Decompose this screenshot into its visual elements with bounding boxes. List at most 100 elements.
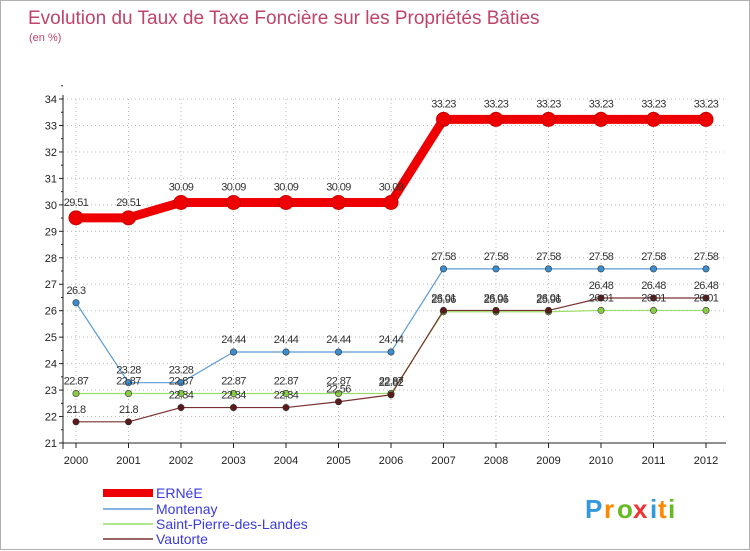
data-label: 22.56 (326, 384, 351, 396)
logo-letter: o (617, 494, 633, 524)
logo-letter: i (650, 494, 657, 524)
data-label: 30.09 (274, 181, 299, 193)
data-point (387, 391, 395, 399)
chart-title: Evolution du Taux de Taxe Foncière sur l… (28, 8, 540, 29)
data-point (230, 390, 238, 398)
data-point (282, 348, 290, 356)
y-tick-label: 23 (45, 385, 57, 397)
legend-label: Saint-Pierre-des-Landes (156, 516, 308, 532)
data-label: 27.58 (694, 251, 719, 263)
data-label: 26.01 (536, 292, 561, 304)
data-label: 26.48 (641, 280, 666, 292)
x-tick-label: 2001 (116, 455, 140, 467)
data-point (177, 379, 185, 387)
y-tick-label: 29 (45, 226, 57, 238)
data-point (334, 348, 342, 356)
data-label: 30.09 (221, 181, 246, 193)
axes: 21 22 23 24 25 26 27 28 29 30 31 32 33 34 2000 2001 2002… (45, 85, 726, 467)
data-label: 29.51 (64, 197, 89, 209)
data-label: 25.96 (484, 294, 509, 306)
data-label: 27.58 (589, 251, 614, 263)
x-tick-label: 2000 (64, 455, 88, 467)
data-point (436, 111, 451, 127)
logo-letter: P (585, 494, 602, 524)
x-tick-label: 2002 (169, 455, 193, 467)
data-label: 22.87 (274, 376, 299, 388)
y-tick-label: 21 (45, 438, 57, 450)
data-point (492, 265, 500, 273)
data-label: 27.58 (536, 251, 561, 263)
data-label: 30.09 (326, 181, 351, 193)
data-label: 27.58 (431, 251, 456, 263)
data-point (597, 294, 605, 302)
legend-label: Montenay (156, 501, 217, 517)
data-label: 23.28 (116, 365, 141, 377)
data-label: 24.44 (274, 334, 299, 346)
data-label: 26.48 (589, 280, 614, 292)
data-point (334, 398, 342, 406)
data-label: 22.87 (326, 376, 351, 388)
x-tick-label: 2005 (326, 455, 350, 467)
legend-label: ERNéE (156, 485, 203, 501)
x-tick-label: 2006 (379, 455, 403, 467)
data-point (331, 194, 346, 210)
data-point (125, 418, 133, 426)
data-point (646, 111, 661, 127)
data-point (702, 265, 710, 273)
data-label: 27.58 (484, 251, 509, 263)
legend-swatch (103, 489, 153, 497)
data-label: 22.87 (64, 376, 89, 388)
data-label: 30.09 (379, 181, 404, 193)
x-tick-label: 2007 (431, 455, 455, 467)
y-tick-label: 22 (45, 412, 57, 424)
x-tick-label: 2012 (694, 455, 718, 467)
y-tick-label: 34 (45, 94, 57, 106)
data-label: 33.23 (641, 98, 666, 110)
y-tick-label: 30 (45, 200, 57, 212)
data-point (121, 210, 136, 226)
data-point (593, 111, 609, 127)
x-tick-label: 2009 (536, 455, 560, 467)
y-tick-label: 32 (45, 147, 57, 159)
data-point (439, 265, 447, 273)
data-point (702, 294, 710, 302)
x-tick-label: 2011 (642, 455, 666, 467)
data-point (334, 390, 342, 398)
data-label: 22.87 (116, 376, 141, 388)
data-label: 33.23 (536, 98, 561, 110)
data-point (230, 348, 238, 356)
data-label: 24.44 (326, 334, 351, 346)
data-point (541, 111, 556, 127)
data-point (278, 194, 294, 210)
data-point (173, 194, 189, 210)
data-label: 21.8 (119, 404, 138, 416)
data-label: 33.23 (484, 98, 509, 110)
data-label: 26.01 (589, 292, 614, 304)
data-label: 33.23 (589, 98, 614, 110)
data-point (226, 194, 241, 210)
y-tick-label: 33 (45, 120, 57, 132)
chart-subtitle: (en %) (29, 32, 61, 44)
data-point (68, 210, 84, 226)
data-label: 26.01 (431, 292, 456, 304)
grid (63, 98, 726, 444)
data-label: 24.44 (221, 334, 246, 346)
data-point (597, 265, 605, 273)
data-label: 22.34 (274, 390, 299, 402)
data-label: 22.87 (379, 376, 404, 388)
data-label: 30.09 (169, 181, 194, 193)
data-label: 25.96 (431, 294, 456, 306)
data-label: 22.34 (169, 390, 194, 402)
logo-letter: x (633, 494, 648, 524)
series-group (68, 111, 714, 426)
y-tick-label: 25 (45, 332, 57, 344)
data-label: 26.01 (694, 292, 719, 304)
data-point (383, 194, 399, 210)
data-label: 23.28 (169, 365, 194, 377)
data-point (125, 379, 133, 387)
data-point (649, 306, 657, 314)
data-point (492, 306, 500, 314)
